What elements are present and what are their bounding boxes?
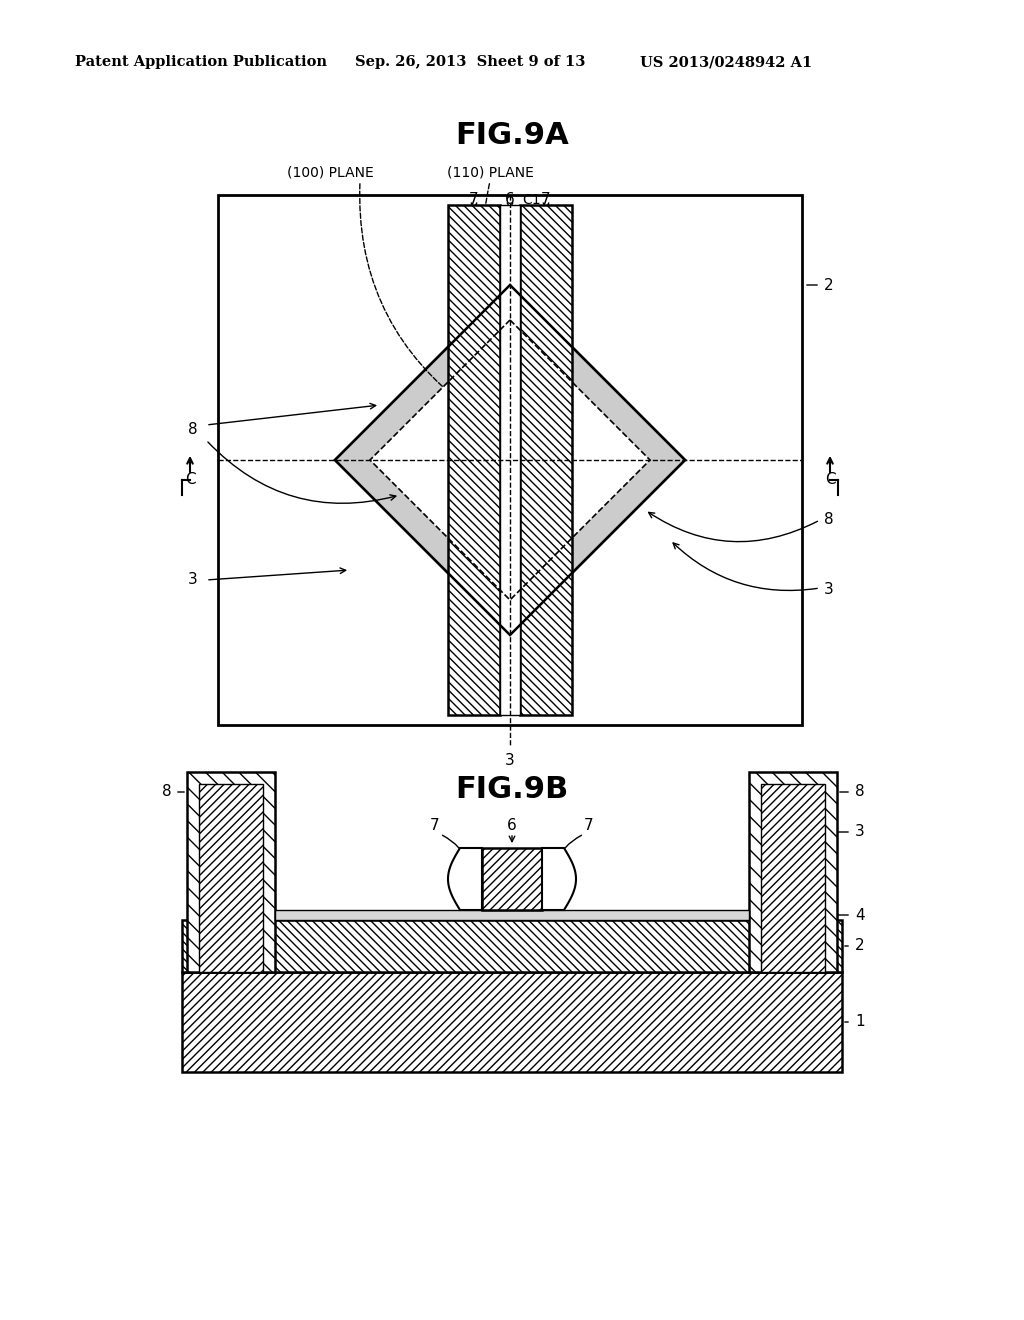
Polygon shape	[370, 319, 650, 601]
Text: US 2013/0248942 A1: US 2013/0248942 A1	[640, 55, 812, 69]
Text: 2: 2	[824, 277, 834, 293]
Text: 7: 7	[430, 818, 440, 833]
Text: 1: 1	[855, 1015, 864, 1030]
Bar	[520, 205, 572, 715]
Polygon shape	[335, 285, 685, 635]
Bar	[218, 195, 802, 725]
Text: C1: C1	[522, 193, 542, 207]
Bar	[182, 920, 842, 972]
Bar	[482, 847, 542, 909]
Text: 3: 3	[188, 573, 198, 587]
Polygon shape	[542, 847, 575, 909]
Text: Sep. 26, 2013  Sheet 9 of 13: Sep. 26, 2013 Sheet 9 of 13	[355, 55, 586, 69]
Bar	[182, 972, 842, 1072]
Text: (110) PLANE: (110) PLANE	[446, 166, 534, 180]
Text: 8: 8	[855, 784, 864, 800]
Polygon shape	[335, 285, 685, 635]
Text: 2: 2	[855, 939, 864, 953]
Bar	[500, 205, 520, 715]
Bar	[187, 772, 275, 972]
Text: 8: 8	[824, 512, 834, 528]
Text: 3: 3	[824, 582, 834, 598]
Text: 7: 7	[542, 193, 551, 207]
Text: 7: 7	[584, 818, 594, 833]
Text: 7: 7	[469, 193, 479, 207]
Text: 6: 6	[505, 193, 515, 207]
Text: C: C	[184, 473, 196, 487]
Bar	[449, 205, 500, 715]
Text: 3: 3	[505, 752, 515, 768]
Text: FIG.9B: FIG.9B	[456, 776, 568, 804]
Text: 4: 4	[855, 908, 864, 923]
Text: 8: 8	[163, 784, 172, 800]
Text: 6: 6	[507, 818, 517, 833]
Bar	[749, 772, 837, 972]
Polygon shape	[449, 847, 482, 909]
Text: (100) PLANE: (100) PLANE	[287, 166, 374, 180]
Bar	[761, 784, 825, 972]
Bar	[275, 909, 749, 920]
Text: C: C	[824, 473, 836, 487]
Bar	[199, 784, 263, 972]
Text: 3: 3	[855, 825, 864, 840]
Text: Patent Application Publication: Patent Application Publication	[75, 55, 327, 69]
Text: 8: 8	[188, 422, 198, 437]
Text: FIG.9A: FIG.9A	[455, 120, 569, 149]
